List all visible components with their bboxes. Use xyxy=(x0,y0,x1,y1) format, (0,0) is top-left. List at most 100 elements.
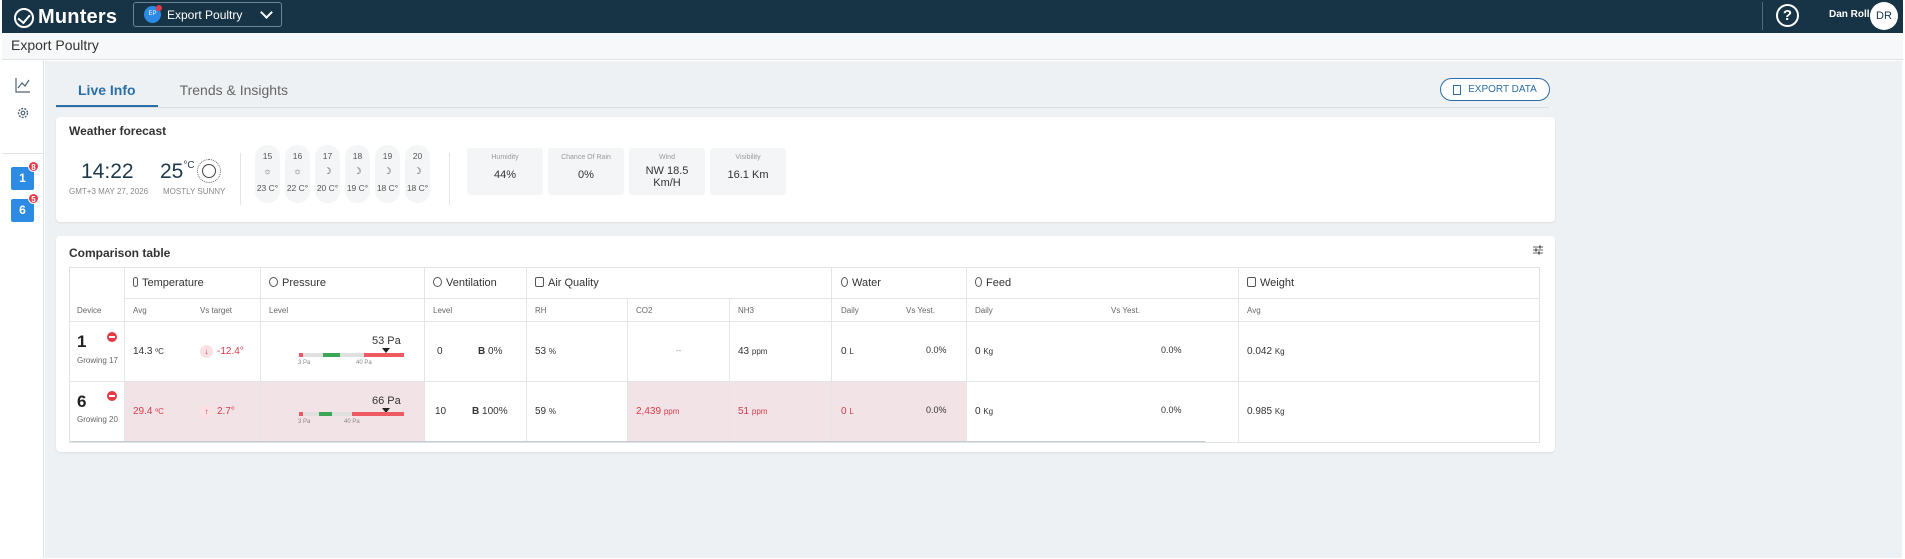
water-vs-value: 0.0% xyxy=(926,345,947,355)
alarm-icon[interactable] xyxy=(107,391,117,401)
forecast-day: 15 ☼ 23 C° xyxy=(255,145,280,203)
device-status: Growing 17 xyxy=(77,356,118,365)
visibility-stat: Visibility 16.1 Km xyxy=(710,148,786,195)
value: 0 xyxy=(841,346,847,357)
brand-name: Munters xyxy=(38,6,118,28)
vs-target-value: -12.4° xyxy=(217,346,244,357)
pressure-header: Pressure xyxy=(269,277,326,289)
water-daily-header: Daily xyxy=(841,306,859,315)
current-time: 14:22 xyxy=(81,160,134,183)
house-button-6[interactable]: 6 5 xyxy=(11,193,39,222)
value: 100% xyxy=(482,406,508,417)
mode: B xyxy=(478,346,486,357)
stat-value: 16.1 Km xyxy=(727,169,769,181)
value: 29.4 xyxy=(133,406,153,417)
unit: ppm xyxy=(663,407,680,416)
top-bar: Munters EP Export Poultry ? Dan Roll DR xyxy=(2,0,1903,33)
air-quality-icon xyxy=(535,277,544,287)
device-number[interactable]: 1 xyxy=(77,332,87,351)
weight-avg-value: 0.985 Kg xyxy=(1247,406,1285,417)
pressure-low-zone xyxy=(299,353,303,357)
grid-line xyxy=(260,268,261,442)
day-date: 15 xyxy=(262,151,273,161)
page-header: Export Poultry xyxy=(2,33,1903,60)
temp-avg: 14.3 ºC xyxy=(133,346,164,357)
feed-header: Feed xyxy=(975,277,1011,289)
value: 0 xyxy=(841,406,847,417)
temp-avg: 29.4 ºC xyxy=(133,406,164,417)
feed-icon xyxy=(975,277,982,287)
alarm-count-badge: 5 xyxy=(28,193,39,204)
tabs-underline xyxy=(56,107,1549,108)
water-daily-value: 0 L xyxy=(841,406,854,417)
pressure-level-header: Level xyxy=(269,306,289,315)
rh-value: 59 % xyxy=(535,406,556,417)
alert-highlight xyxy=(627,382,966,442)
value: 2,439 xyxy=(636,406,662,417)
stat-value: 44% xyxy=(493,169,517,181)
co2-value: 2,439 ppm xyxy=(636,406,679,417)
current-date: GMT+3 MAY 27, 2026 xyxy=(69,187,149,196)
pressure-marker xyxy=(382,348,390,353)
co2-value: -- xyxy=(676,346,682,355)
thermometer-icon xyxy=(133,277,138,287)
day-date: 17 xyxy=(322,151,333,161)
feed-daily-header: Daily xyxy=(975,306,993,315)
rh-value: 53 % xyxy=(535,346,556,357)
grid-line xyxy=(70,381,1539,382)
day-temp: 20 C° xyxy=(316,183,339,193)
feed-daily-value: 0 Kg xyxy=(975,346,993,357)
day-date: 19 xyxy=(382,151,393,161)
moon-icon: ☽ xyxy=(323,166,332,176)
feed-vs-value: 0.0% xyxy=(1161,345,1182,355)
current-temp: 25°C xyxy=(160,160,195,184)
rh-header: RH xyxy=(535,306,547,315)
temp-avg-header: Avg xyxy=(133,306,147,315)
forecast-day: 20 ☽ 18 C° xyxy=(405,145,430,203)
pressure-ok-zone xyxy=(319,412,332,416)
pressure-value: 53 Pa xyxy=(372,335,401,347)
value: 14.3 xyxy=(133,346,153,357)
pressure-low-zone xyxy=(299,412,303,416)
trend-up-icon: ↑ xyxy=(200,405,213,418)
munters-logo[interactable]: Munters xyxy=(14,6,117,29)
pressure-max-label: 40 Pa xyxy=(344,419,360,425)
comparison-title: Comparison table xyxy=(69,246,171,260)
house-label: 6 xyxy=(19,203,26,217)
vent-level-header: Level xyxy=(433,306,453,315)
help-icon[interactable]: ? xyxy=(1776,4,1799,27)
stat-label: Chance Of Rain xyxy=(561,154,611,161)
vent-level-value: 10 xyxy=(435,406,447,417)
comparison-card: Comparison table Temperature Pressure xyxy=(56,236,1555,452)
weather-condition: MOSTLY SUNNY xyxy=(163,187,226,196)
grid-line xyxy=(1238,268,1239,442)
house-label: 1 xyxy=(19,171,26,185)
horizontal-scrollbar[interactable] xyxy=(70,441,1206,442)
nh3-value: 43 ppm xyxy=(738,346,767,357)
co2-header: CO2 xyxy=(636,306,653,315)
user-name[interactable]: Dan Roll xyxy=(1829,9,1870,20)
group-label: Weight xyxy=(1260,277,1295,289)
humidity-stat: Humidity 44% xyxy=(467,148,543,195)
forecast-day: 18 ☽ 19 C° xyxy=(345,145,370,203)
settings-sliders-icon[interactable] xyxy=(1533,245,1543,255)
gear-icon[interactable] xyxy=(15,105,31,121)
device-number[interactable]: 6 xyxy=(77,392,87,411)
farm-badge: EP xyxy=(144,5,162,23)
export-data-button[interactable]: EXPORT DATA xyxy=(1440,78,1550,101)
divider xyxy=(2,153,44,154)
nh3-header: NH3 xyxy=(738,306,755,315)
forecast-day: 19 ☽ 18 C° xyxy=(375,145,400,203)
farm-selector[interactable]: EP Export Poultry xyxy=(133,2,282,27)
alarm-icon[interactable] xyxy=(107,332,117,342)
avatar[interactable]: DR xyxy=(1870,2,1898,30)
tab-live-info[interactable]: Live Info xyxy=(56,75,158,107)
day-temp: 19 C° xyxy=(346,183,369,193)
water-header: Water xyxy=(841,277,881,289)
tab-trends-insights[interactable]: Trends & Insights xyxy=(179,82,288,98)
grid-line xyxy=(966,268,967,442)
main-content: Live Info Trends & Insights EXPORT DATA … xyxy=(45,61,1902,558)
unit: L xyxy=(849,407,854,416)
chart-icon[interactable] xyxy=(15,77,31,93)
house-button-1[interactable]: 1 8 xyxy=(11,161,39,190)
